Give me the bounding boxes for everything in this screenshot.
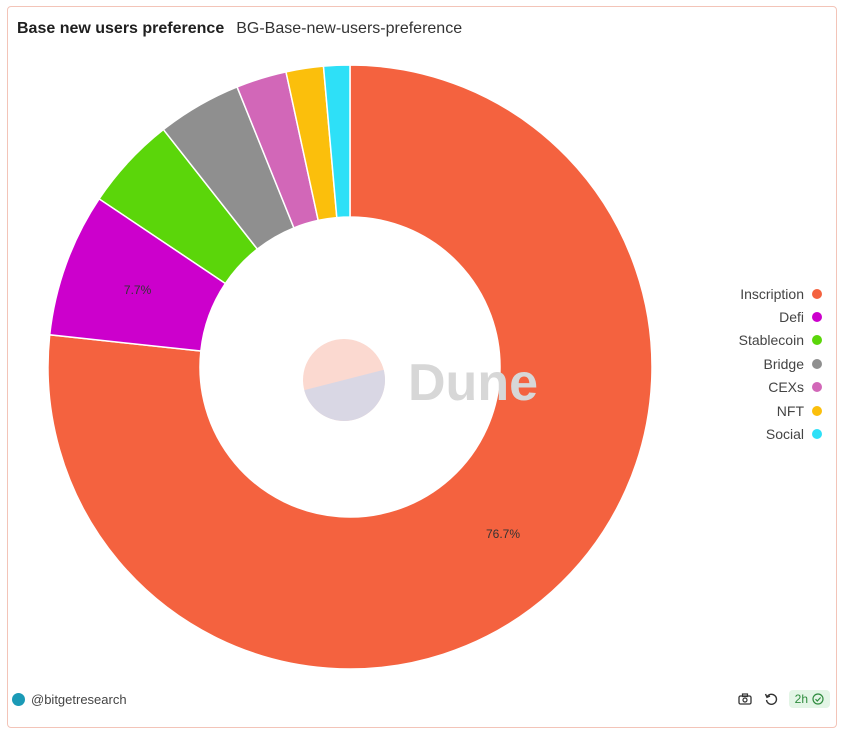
camera-icon[interactable] xyxy=(737,691,753,707)
legend-item-defi[interactable]: Defi xyxy=(739,305,822,328)
legend-label: Defi xyxy=(779,309,804,326)
data-label-defi: 7.7% xyxy=(124,283,152,297)
legend-label: Stablecoin xyxy=(738,332,804,349)
legend-swatch xyxy=(812,382,822,393)
legend-item-bridge[interactable]: Bridge xyxy=(739,352,822,375)
data-label-inscription: 76.7% xyxy=(486,527,520,541)
legend-label: Inscription xyxy=(740,285,804,302)
legend-label: NFT xyxy=(776,402,804,419)
bitget-logo-icon xyxy=(12,693,25,706)
chart-legend: Inscription Defi Stablecoin Bridge CEXs NFT So… xyxy=(739,282,822,446)
legend-swatch xyxy=(812,429,822,440)
legend-label: CEXs xyxy=(768,379,804,396)
refresh-icon[interactable] xyxy=(763,691,779,707)
legend-swatch xyxy=(812,312,822,323)
slice-social[interactable] xyxy=(322,64,351,219)
legend-swatch xyxy=(812,335,822,346)
legend-label: Bridge xyxy=(763,355,804,372)
slice-inscription[interactable] xyxy=(47,64,653,670)
legend-swatch xyxy=(812,405,822,416)
legend-item-stablecoin[interactable]: Stablecoin xyxy=(739,329,822,352)
legend-item-inscription[interactable]: Inscription xyxy=(739,282,822,305)
legend-swatch xyxy=(812,288,822,299)
legend-item-nft[interactable]: NFT xyxy=(739,399,822,422)
refresh-age: 2h xyxy=(794,692,808,706)
legend-swatch xyxy=(812,358,822,369)
author-handle: @bitgetresearch xyxy=(31,692,127,707)
check-circle-icon xyxy=(812,693,824,705)
dune-watermark: Dune xyxy=(303,339,538,421)
data-labels: 76.7% 7.7% xyxy=(124,283,520,541)
watermark-logo-bottom xyxy=(304,369,385,421)
legend-item-social[interactable]: Social xyxy=(739,422,822,445)
watermark-text: Dune xyxy=(408,354,538,412)
legend-label: Social xyxy=(765,426,804,443)
donut-slices xyxy=(47,64,653,670)
refresh-age-badge[interactable]: 2h xyxy=(788,690,830,708)
chart-subtitle: BG-Base-new-users-preference xyxy=(236,20,463,37)
author-tag[interactable]: @bitgetresearch xyxy=(12,692,127,707)
chart-header: Base new users preference BG-Base-new-us… xyxy=(17,20,462,38)
chart-title: Base new users preference xyxy=(17,20,225,37)
legend-item-cexs[interactable]: CEXs xyxy=(739,376,822,399)
chart-toolbar: 2h xyxy=(737,690,830,708)
